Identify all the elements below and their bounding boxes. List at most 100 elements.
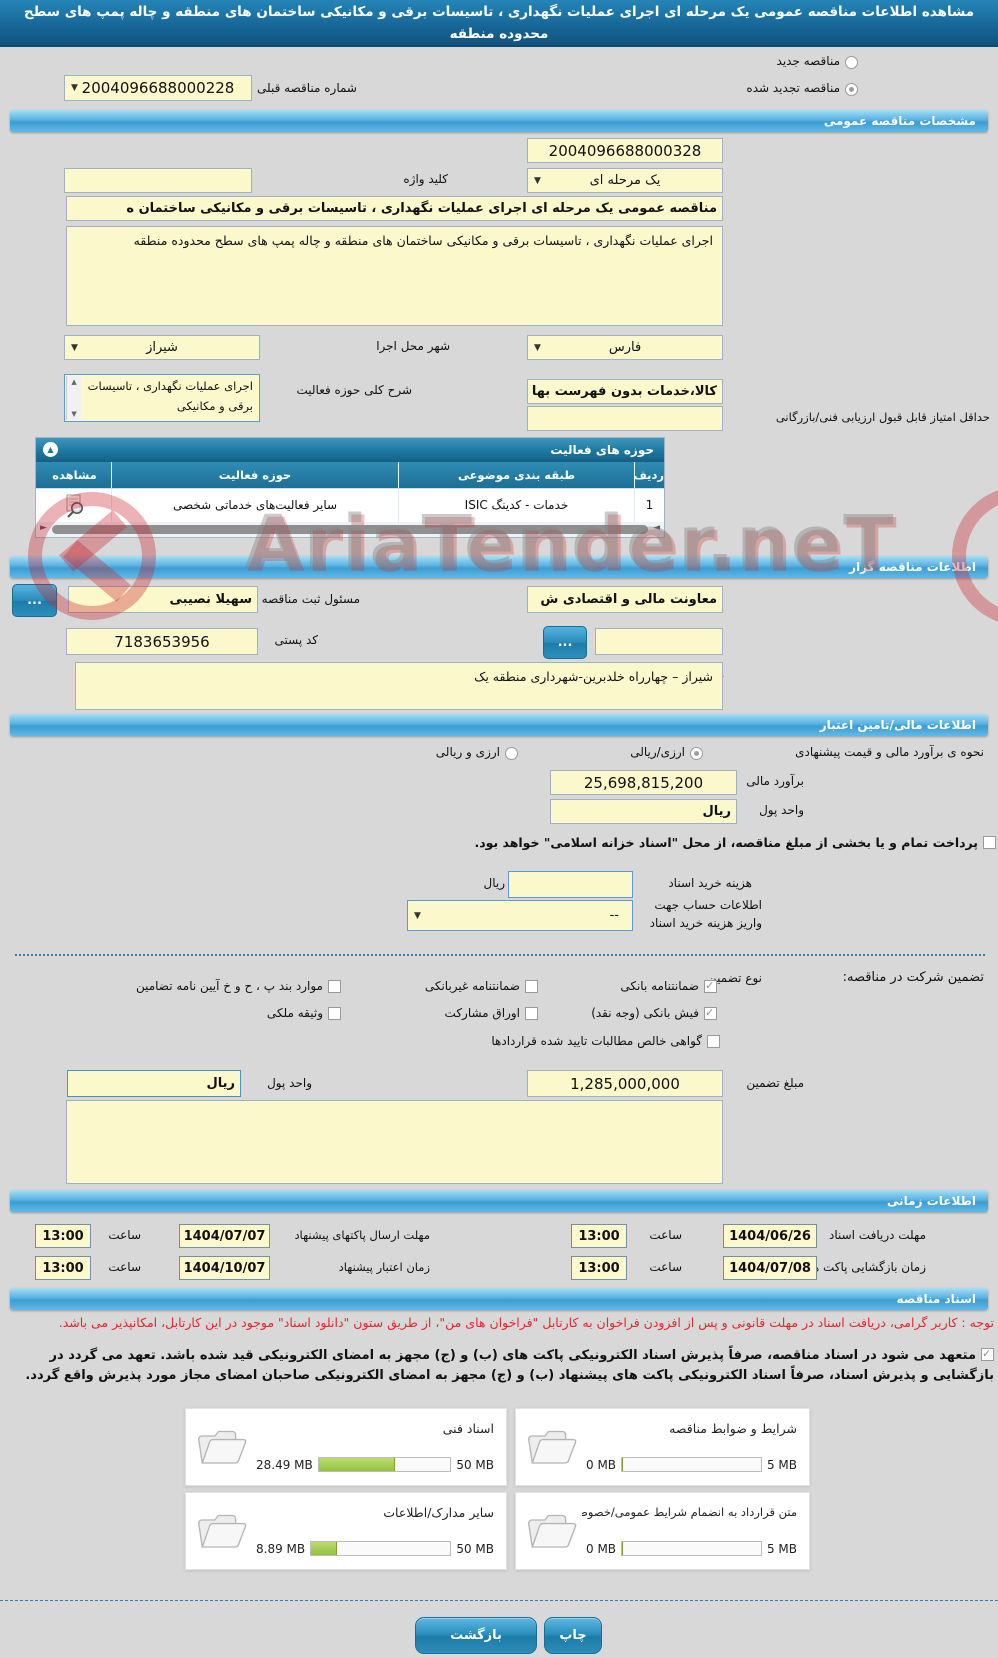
checkbox-nonbank-guarantee-label: ضمانتنامه غیربانکی [424,979,520,993]
keyword-input[interactable] [64,168,252,193]
section-financial: اطلاعات مالی/تامین اعتبار [10,714,988,736]
city-label: شهر محل اجرا [376,339,450,353]
doc-receipt-deadline-label: مهلت دریافت اسناد [828,1228,926,1242]
response-ref-more-button[interactable]: ... [543,626,587,659]
hour-label: ساعت [108,1260,141,1274]
column-activity: حوزه فعالیت [111,462,398,488]
fee-account-label: اطلاعات حساب جهت واریز هزینه خرید اسناد [649,898,762,930]
postal-code-label: کد پستی [274,633,319,647]
checkbox-net-claims-certificate-label: گواهی خالص مطالبات تایید شده قراردادها [491,1034,702,1048]
radio-rial-currency[interactable] [690,747,703,760]
checkbox-participation-bonds[interactable] [525,1007,538,1020]
keyword-label: کلید واژه [403,172,448,186]
notes-textarea[interactable] [66,1100,723,1184]
checkbox-bank-guarantee-label: ضمانتنامه بانکی [620,979,699,993]
registrar-field[interactable]: سهیلا نصیبی [68,586,258,613]
city-select[interactable]: ▼ شیراز [64,335,260,360]
loaded-size: 0 MB [586,1541,617,1556]
offer-validity-date[interactable]: 1404/10/07 [179,1256,270,1280]
progress-bar [621,1457,762,1472]
activity-table-header: ▲ حوزه های فعالیت [36,438,664,462]
guarantee-currency-label: واحد پول [267,1076,312,1090]
category-field[interactable]: کالا،خدمات بدون فهرست بها [527,379,723,404]
document-card-technical[interactable]: اسناد فنی 28.49 MB 50 MB [185,1408,507,1486]
horizontal-scrollbar[interactable]: ◄ ► [36,522,664,537]
guarantee-currency-field[interactable]: ریال [67,1070,241,1097]
province-select[interactable]: ▼ فارس [527,335,723,360]
radio-renewed-tender[interactable] [845,83,858,96]
folder-icon [528,1514,577,1548]
section-schedule: اطلاعات زمانی [10,1190,988,1212]
checkbox-property-collateral-label: وثیقه ملکی [266,1006,323,1020]
folder-icon [198,1514,247,1548]
registrar-label: مسئول ثبت مناقصه [261,592,360,606]
treasury-note: پرداخت تمام و یا بخشی از مبلغ مناقصه، از… [2,834,996,853]
capacity-size: 5 MB [766,1457,797,1472]
doc-receipt-deadline-time[interactable]: 13:00 [571,1224,627,1248]
document-card-other[interactable]: سایر مدارک/اطلاعات 8.89 MB 50 MB [185,1492,507,1570]
guarantee-title: تضمین شرکت در مناقصه: [842,970,984,985]
tender-number-field[interactable]: 2004096688000328 [527,138,723,163]
checkbox-bylaw-items[interactable] [328,980,341,993]
commitment-checkbox[interactable] [981,1348,994,1361]
offer-submit-deadline-time[interactable]: 13:00 [35,1224,91,1248]
checkbox-property-collateral[interactable] [328,1007,341,1020]
registrar-more-button[interactable]: ... [12,584,57,617]
view-details-icon[interactable] [38,489,111,522]
financial-estimate-label: برآورد مالی [746,774,804,788]
checkbox-bank-guarantee[interactable] [704,980,717,993]
section-general-specs: مشخصات مناقصه عمومی [10,110,988,132]
scrollbar-thumb[interactable] [52,525,648,534]
guarantee-amount-field[interactable]: 1,285,000,000 [527,1070,723,1097]
checkbox-nonbank-guarantee[interactable] [525,980,538,993]
previous-tender-number-select[interactable]: ▼ 2004096688000228 [64,75,252,101]
guarantee-type-label: نوع تضمین [708,971,762,985]
section-tenderer-info: اطلاعات مناقصه گزار [10,556,988,578]
divider [0,1600,998,1601]
document-card-terms[interactable]: شرایط و ضوابط مناقصه 0 MB 5 MB [515,1408,810,1486]
back-button[interactable]: بازگشت [415,1617,537,1654]
treasury-checkbox[interactable] [983,836,996,849]
address-field[interactable]: شیراز – چهارراه خلدبرین-شهرداری منطقه یک [75,662,723,710]
capacity-size: 50 MB [456,1541,494,1556]
checkbox-bank-receipt[interactable] [704,1007,717,1020]
currency-unit-field[interactable]: ریال [550,799,737,824]
capacity-size: 5 MB [766,1541,797,1556]
fee-account-select[interactable]: ▼ -- [407,900,633,931]
description-textarea[interactable]: اجرای عملیات نگهداری ، تاسیسات برقی و مک… [66,226,723,326]
offer-validity-time[interactable]: 13:00 [35,1256,91,1280]
scroll-arrows-icon[interactable]: ▲ ▼ [66,376,81,420]
envelope-opening-date[interactable]: 1404/07/08 [723,1256,817,1280]
activity-scope-box[interactable]: ▲ ▼ اجرای عملیات نگهداری ، تاسیسات برقی و… [64,374,260,422]
doc-receipt-deadline-date[interactable]: 1404/06/26 [723,1224,817,1248]
scroll-left-icon[interactable]: ► [40,523,47,533]
checkbox-net-claims-certificate[interactable] [707,1035,720,1048]
radio-mixed-currency-label: ارزی و ریالی [435,745,500,759]
radio-mixed-currency[interactable] [505,747,518,760]
print-button[interactable]: چاپ [544,1617,602,1654]
postal-code-field[interactable]: 7183653956 [66,628,258,655]
envelope-opening-time[interactable]: 13:00 [571,1256,627,1280]
subject-input[interactable]: مناقصه عمومی یک مرحله ای اجرای عملیات نگ… [66,196,723,221]
activity-scope-label: شرح کلی حوزه فعالیت [296,383,413,397]
previous-tender-number-label: شماره مناقصه قبلی [257,81,357,95]
min-score-input[interactable] [527,406,723,431]
document-card-contract[interactable]: متن قرارداد به انضمام شرایط عمومی/خصوصی … [515,1492,810,1570]
holding-type-select[interactable]: ▼ یک مرحله ای [527,168,723,193]
estimate-method-label: نحوه ی برآورد مالی و قیمت پیشنهادی [795,745,984,759]
response-ref-field[interactable] [595,628,723,655]
doc-fee-input[interactable] [508,871,633,898]
collapse-icon[interactable]: ▲ [43,442,58,457]
financial-estimate-field[interactable]: 25,698,815,200 [550,770,737,795]
radio-new-tender[interactable] [845,56,858,69]
row-number-cell: 1 [634,489,664,522]
offer-validity-label: زمان اعتبار پیشنهاد [338,1260,430,1274]
folder-icon [198,1430,247,1464]
envelope-opening-label: زمان بازگشایی پاکت ها [809,1260,926,1274]
capacity-size: 50 MB [456,1457,494,1472]
category-cell: خدمات - کدینگ ISIC [398,489,634,522]
executive-org-field[interactable]: معاونت مالی و اقتصادی ش [527,586,723,613]
offer-submit-deadline-date[interactable]: 1404/07/07 [179,1224,270,1248]
scroll-right-icon[interactable]: ◄ [653,523,660,533]
